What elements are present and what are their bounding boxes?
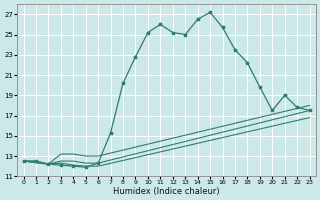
X-axis label: Humidex (Indice chaleur): Humidex (Indice chaleur) [113,187,220,196]
